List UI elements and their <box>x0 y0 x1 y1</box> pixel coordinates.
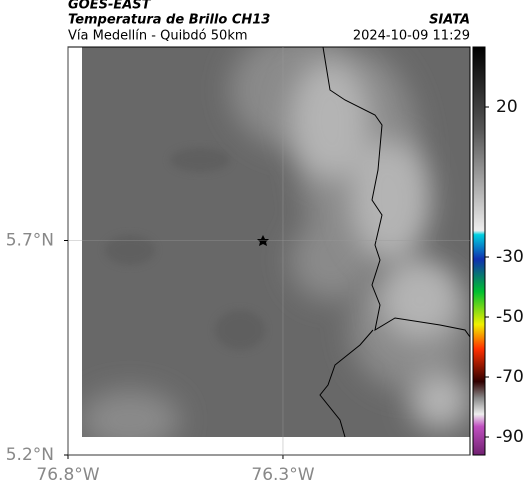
colorbar-tick-label: -50 <box>496 307 524 327</box>
title: GOES-EAST <box>68 0 152 13</box>
y-tick-label: 5.7°N <box>6 230 54 250</box>
colorbar-tick-label: -90 <box>496 427 524 447</box>
timestamp: 2024-10-09 11:29 <box>353 29 470 44</box>
x-tick-label: 76.3°W <box>251 465 314 485</box>
border <box>319 46 471 438</box>
colorbar-tick-label: 20 <box>496 97 518 117</box>
route: Vía Medellín - Quibdó 50km <box>68 29 248 44</box>
source: SIATA <box>429 13 470 28</box>
y-tick-label: 5.2°N <box>6 445 54 465</box>
satellite-image <box>82 47 470 437</box>
colorbar <box>472 46 486 456</box>
colorbar-tick-label: -70 <box>496 367 524 387</box>
x-tick-label: 76.8°W <box>36 465 99 485</box>
colorbar-tick-label: -30 <box>496 247 524 267</box>
subtitle: Temperatura de Brillo CH13 <box>68 13 270 28</box>
